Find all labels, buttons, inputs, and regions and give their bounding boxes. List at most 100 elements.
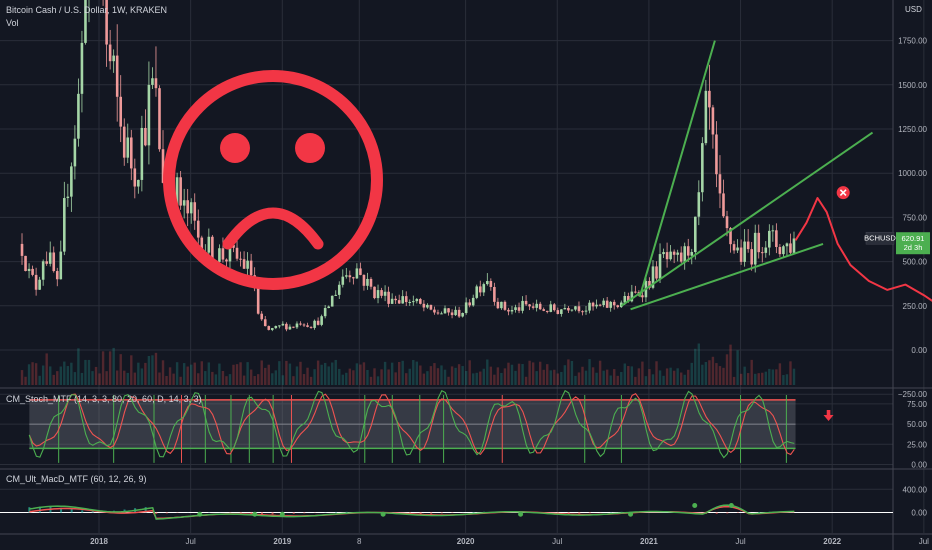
volume-bar bbox=[792, 368, 796, 385]
volume-bar bbox=[613, 369, 616, 385]
volume-bar bbox=[595, 372, 598, 385]
volume-bar bbox=[316, 360, 320, 385]
candle-body bbox=[115, 55, 119, 97]
volume-bar bbox=[66, 366, 70, 385]
candle-body bbox=[478, 286, 482, 293]
volume-bar bbox=[373, 368, 376, 385]
volume-bar bbox=[694, 348, 697, 385]
time-tick-label: Jul bbox=[735, 537, 745, 546]
candle-body bbox=[285, 323, 288, 330]
volume-bar bbox=[701, 364, 704, 385]
volume-bar bbox=[479, 371, 482, 385]
macd-tick-label: 0.00 bbox=[911, 509, 927, 518]
candle-body bbox=[267, 326, 271, 330]
candle-body bbox=[729, 228, 732, 245]
candle-body bbox=[528, 304, 531, 307]
volume-bar bbox=[235, 364, 239, 385]
candle-body bbox=[387, 291, 390, 304]
macd-histogram-bar bbox=[60, 507, 63, 513]
candle-body bbox=[531, 306, 535, 308]
candle-body bbox=[623, 295, 627, 303]
volume-bar bbox=[782, 375, 785, 385]
volume-bar bbox=[729, 344, 732, 385]
candle-body bbox=[521, 300, 524, 311]
trendline bbox=[638, 40, 716, 298]
candle-body bbox=[295, 323, 299, 328]
stoch-tick-label: 50.00 bbox=[907, 420, 928, 429]
candle-body bbox=[327, 306, 330, 309]
currency-label: USD bbox=[905, 5, 922, 14]
candle-body bbox=[440, 313, 443, 315]
volume-bar bbox=[334, 359, 337, 385]
volume-bar bbox=[517, 363, 521, 385]
candle-body bbox=[66, 196, 70, 199]
macd-histogram-bar bbox=[155, 512, 158, 514]
volume-bar bbox=[239, 362, 242, 385]
volume-bar bbox=[20, 370, 24, 385]
volume-bar bbox=[182, 363, 186, 385]
candle-body bbox=[419, 298, 422, 304]
volume-bar bbox=[746, 373, 750, 385]
volume-bar bbox=[63, 361, 66, 385]
volume-bar bbox=[221, 370, 225, 385]
candle-body bbox=[732, 244, 736, 251]
candle-body bbox=[782, 246, 785, 255]
candle-body bbox=[341, 276, 345, 285]
candle-body bbox=[24, 255, 27, 272]
volume-bar bbox=[278, 361, 281, 385]
candle-body bbox=[493, 286, 496, 302]
volume-bar bbox=[31, 362, 34, 385]
candle-body bbox=[496, 301, 500, 309]
x-mark bbox=[839, 189, 847, 197]
macd-pane-label: CM_Ult_MacD_MTF (60, 12, 26, 9) bbox=[6, 474, 147, 484]
candle-body bbox=[45, 261, 48, 264]
candle-body bbox=[563, 308, 567, 310]
candle-body bbox=[256, 288, 260, 314]
volume-bar bbox=[362, 362, 366, 385]
volume-bar bbox=[126, 372, 129, 385]
volume-bar bbox=[472, 373, 475, 385]
candle-body bbox=[278, 325, 281, 327]
candle-body bbox=[556, 310, 560, 314]
volume-bar bbox=[627, 366, 630, 385]
candle-body bbox=[514, 307, 517, 310]
candle-body bbox=[757, 232, 761, 253]
candle-body bbox=[785, 243, 789, 247]
volume-bar bbox=[119, 354, 122, 385]
volume-bar bbox=[49, 366, 52, 385]
candle-body bbox=[461, 312, 464, 317]
volume-bar bbox=[722, 367, 725, 385]
stoch-pane-label: CM_Stoch_MTF (14, 3, 3, 80, 20, 60, D, 1… bbox=[6, 394, 202, 404]
trendline bbox=[630, 242, 824, 311]
time-tick-label: Jul bbox=[552, 537, 562, 546]
candle-body bbox=[792, 238, 796, 253]
volume-bar bbox=[546, 364, 549, 385]
candle-body bbox=[383, 291, 387, 296]
candle-body bbox=[552, 304, 556, 311]
volume-bar bbox=[521, 364, 524, 385]
countdown-label: 2d 3h bbox=[904, 243, 923, 252]
candle-body bbox=[122, 126, 126, 158]
candle-body bbox=[690, 252, 694, 256]
candle-body bbox=[567, 308, 570, 311]
volume-bar bbox=[130, 355, 133, 385]
volume-bar bbox=[556, 373, 560, 385]
candle-body bbox=[302, 324, 306, 326]
volume-bar bbox=[309, 376, 313, 385]
candle-body bbox=[225, 259, 228, 262]
volume-bar bbox=[137, 362, 140, 385]
last-price-badge-bg bbox=[896, 232, 930, 255]
volume-bar bbox=[115, 370, 119, 385]
candle-body bbox=[454, 309, 457, 316]
volume-bar bbox=[620, 372, 623, 385]
candle-body bbox=[369, 278, 373, 287]
price-tick-label: 1000.00 bbox=[898, 169, 927, 178]
volume-bar bbox=[264, 367, 267, 385]
volume-bar bbox=[507, 362, 510, 385]
candle-body bbox=[736, 247, 739, 251]
candle-body bbox=[648, 280, 651, 288]
candle-body bbox=[186, 200, 189, 214]
volume-bar bbox=[73, 372, 77, 385]
volume-bar bbox=[80, 372, 84, 385]
